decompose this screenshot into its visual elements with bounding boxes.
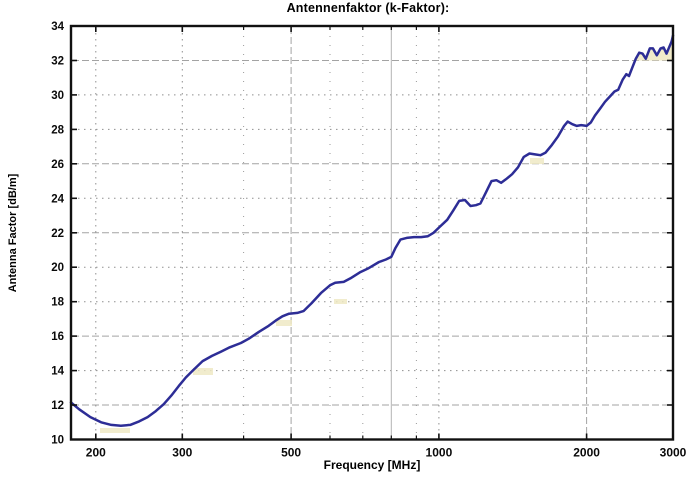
scan-smudge [100, 428, 130, 433]
y-tick-label: 26 [51, 159, 64, 171]
scan-smudge [276, 320, 292, 326]
antenna-factor-curve [69, 34, 675, 427]
y-tick-label: 12 [51, 400, 64, 412]
x-tick-label: 300 [172, 446, 192, 460]
x-tick-label: 2000 [573, 446, 600, 460]
scan-smudge [530, 158, 544, 164]
chart-title: Antennenfaktor (k-Faktor): [286, 1, 450, 15]
y-tick-label: 24 [51, 193, 64, 205]
y-tick-label: 20 [51, 262, 64, 274]
y-axis-label: Antenna Factor [dB/m] [7, 173, 19, 293]
y-tick-label: 14 [51, 366, 64, 378]
x-axis-label: Frequency [MHz] [323, 458, 421, 472]
y-tick-label: 16 [51, 331, 64, 343]
y-tick-label: 30 [51, 90, 64, 102]
x-tick-label: 3000 [660, 446, 687, 460]
x-tick-label: 1000 [426, 446, 453, 460]
y-tick-label: 18 [51, 297, 64, 309]
x-tick-label: 200 [86, 446, 106, 460]
scan-smudge [193, 368, 213, 375]
y-tick-label: 34 [51, 21, 64, 33]
y-tick-label: 10 [51, 435, 64, 447]
y-tick-label: 28 [51, 124, 64, 136]
y-tick-label: 32 [51, 55, 64, 67]
highlight-fill [635, 35, 673, 61]
x-tick-label: 500 [281, 446, 301, 460]
scan-smudge [334, 299, 347, 304]
y-tick-label: 22 [51, 228, 64, 240]
